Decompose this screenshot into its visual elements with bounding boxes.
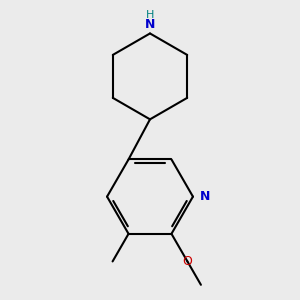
Text: N: N [145,17,155,31]
Text: O: O [182,255,192,268]
Text: N: N [200,190,211,203]
Text: H: H [146,10,154,20]
